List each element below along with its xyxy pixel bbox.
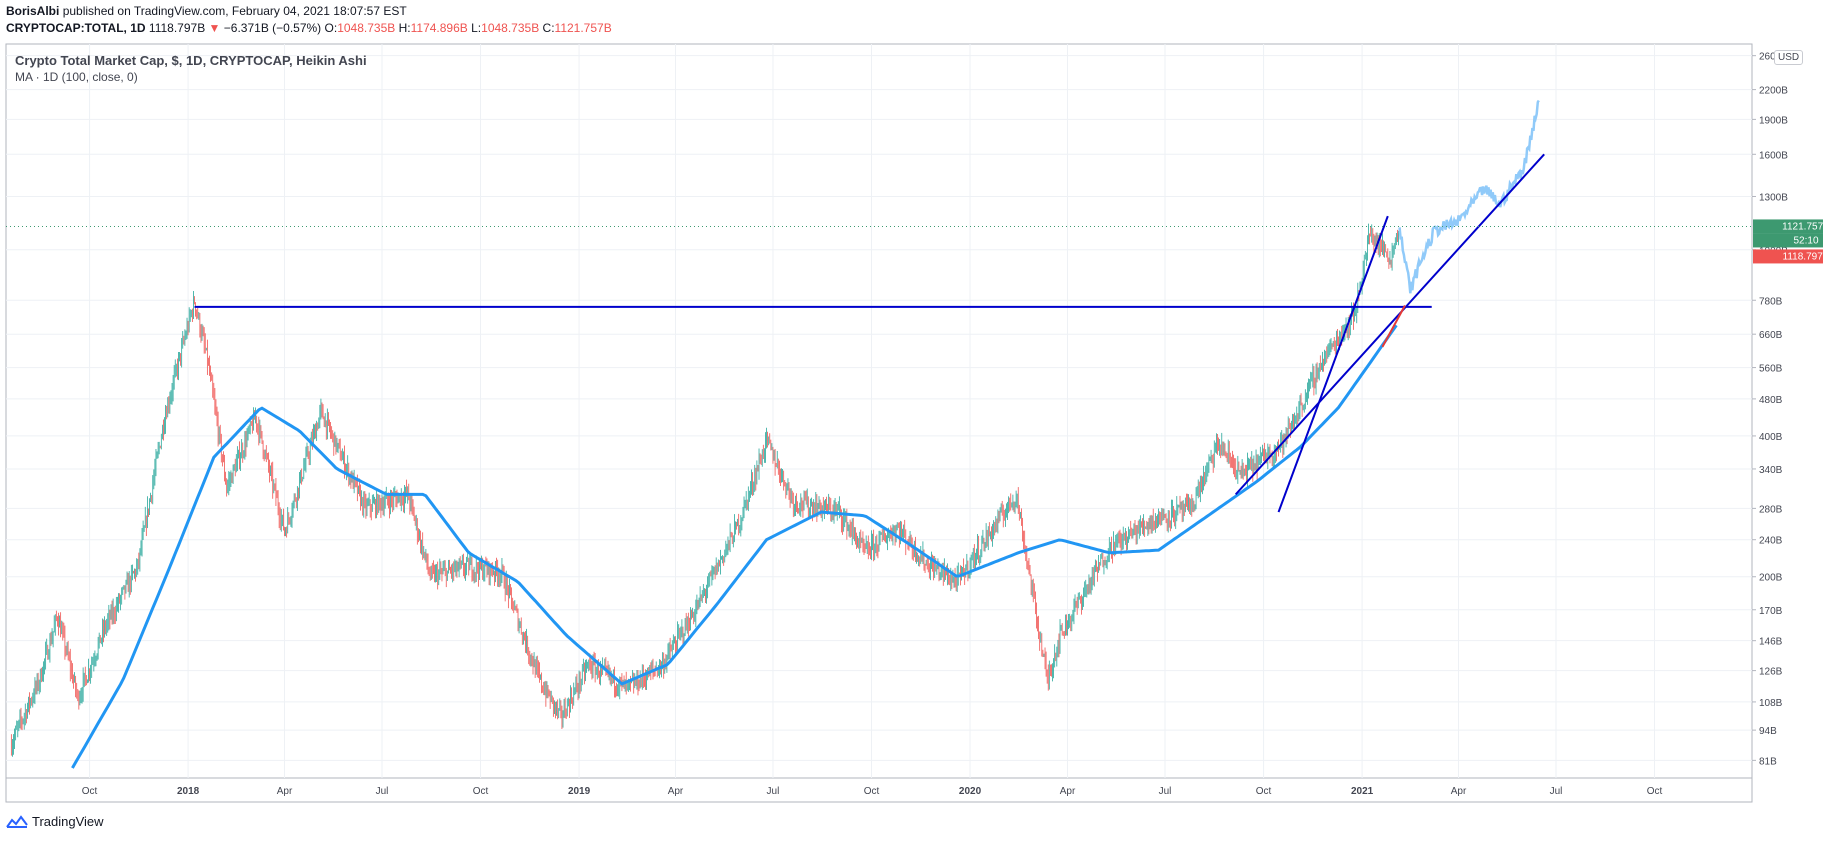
countdown-tag: 52:10: [1793, 235, 1818, 246]
tradingview-logo-icon: [6, 814, 28, 828]
open-value: 1048.735B: [337, 21, 396, 35]
last-price: 1118.797B: [148, 21, 206, 35]
prev-price-tag-bg: [1753, 249, 1823, 264]
price-tick-label: 660B: [1759, 330, 1783, 341]
time-tick-label: Jul: [1550, 786, 1563, 797]
trend-drawings[interactable]: [194, 153, 1545, 513]
price-tick-label: 200B: [1759, 573, 1783, 584]
price-tick-label: 560B: [1759, 364, 1783, 375]
price-tick-label: 400B: [1759, 432, 1783, 443]
price-tick-label: 146B: [1759, 637, 1783, 648]
price-tags: 1121.757B 52:10 1118.797B: [6, 219, 1828, 264]
price-tick-label: 2600B: [1759, 52, 1788, 63]
price-axis[interactable]: 2600B2200B1900B1600B1300B1000B780B660B56…: [1752, 52, 1788, 768]
current-price-tag-bg: [1753, 219, 1823, 234]
time-tick-label: Jul: [376, 786, 389, 797]
moving-average: [71, 324, 1398, 769]
open-label: O:: [324, 21, 338, 35]
trend-line: [1381, 305, 1406, 348]
down-arrow-icon: ▼: [208, 21, 221, 35]
time-tick-label: Apr: [1451, 786, 1467, 797]
time-tick-label: Apr: [1060, 786, 1076, 797]
trend-line: [1234, 153, 1545, 496]
time-tick-label: Oct: [1647, 786, 1663, 797]
time-tick-label: Apr: [277, 786, 293, 797]
brand-name: TradingView: [32, 814, 104, 829]
symbol-label: CRYPTOCAP:TOTAL, 1D: [6, 21, 146, 35]
close-value: 1121.757B: [554, 21, 612, 35]
price-tick-label: 81B: [1759, 756, 1777, 767]
price-tick-label: 1300B: [1759, 192, 1788, 203]
grid: [5, 43, 1753, 803]
publish-text: published on TradingView.com, February 0…: [62, 4, 407, 18]
low-label: L:: [471, 21, 482, 35]
price-tick-label: 126B: [1759, 667, 1783, 678]
plot-frame: [5, 43, 1753, 803]
ma-line: [71, 324, 1398, 769]
prev-price-tag: 1118.797B: [1783, 251, 1828, 262]
high-label: H:: [398, 21, 411, 35]
time-tick-label: 2020: [959, 786, 982, 797]
projection-line: [1398, 99, 1540, 294]
price-tick-label: 780B: [1759, 296, 1783, 307]
time-tick-label: Oct: [473, 786, 489, 797]
time-tick-label: Apr: [668, 786, 684, 797]
publish-line: BorisAlbi published on TradingView.com, …: [6, 4, 407, 18]
ohlc-line: CRYPTOCAP:TOTAL, 1D 1118.797B ▼ −6.371B …: [6, 21, 612, 35]
projection: [1398, 99, 1540, 294]
countdown-tag-bg: [1753, 233, 1823, 248]
time-tick-label: Jul: [1159, 786, 1172, 797]
time-tick-label: Oct: [1256, 786, 1272, 797]
price-tick-label: 170B: [1759, 606, 1783, 617]
high-value: 1174.896B: [410, 21, 468, 35]
price-tick-label: 340B: [1759, 465, 1783, 476]
low-value: 1048.735B: [481, 21, 540, 35]
current-price-tag: 1121.757B: [1782, 221, 1828, 232]
price-chart[interactable]: 2600B2200B1900B1600B1300B1000B780B660B56…: [0, 0, 1828, 810]
price-tick-label: 240B: [1759, 536, 1783, 547]
price-tick-label: 1900B: [1759, 115, 1788, 126]
trend-line: [1277, 215, 1389, 513]
author-name[interactable]: BorisAlbi: [6, 4, 60, 18]
chart-legend-title[interactable]: Crypto Total Market Cap, $, 1D, CRYPTOCA…: [15, 53, 367, 68]
time-tick-label: 2021: [1351, 786, 1374, 797]
time-tick-label: Jul: [767, 786, 780, 797]
price-tick-label: 2200B: [1759, 86, 1788, 97]
currency-button[interactable]: USD: [1774, 50, 1804, 65]
time-tick-label: Oct: [82, 786, 98, 797]
brand[interactable]: TradingView: [6, 814, 104, 829]
price-tick-label: 1600B: [1759, 150, 1788, 161]
time-axis[interactable]: Oct 2018 Apr Jul Oct 2019 Apr Jul Oct 2020 Apr Jul O…: [82, 786, 1663, 797]
close-label: C:: [542, 21, 555, 35]
price-tick-label: 108B: [1759, 698, 1783, 709]
price-tick-label: 280B: [1759, 504, 1783, 515]
change-value: −6.371B (−0.57%): [223, 21, 322, 35]
time-tick-label: 2018: [177, 786, 200, 797]
price-tick-label: 94B: [1759, 726, 1777, 737]
time-tick-label: 2019: [568, 786, 591, 797]
time-tick-label: Oct: [864, 786, 880, 797]
price-tick-label: 480B: [1759, 395, 1783, 406]
ma-legend[interactable]: MA · 1D (100, close, 0): [15, 70, 138, 84]
